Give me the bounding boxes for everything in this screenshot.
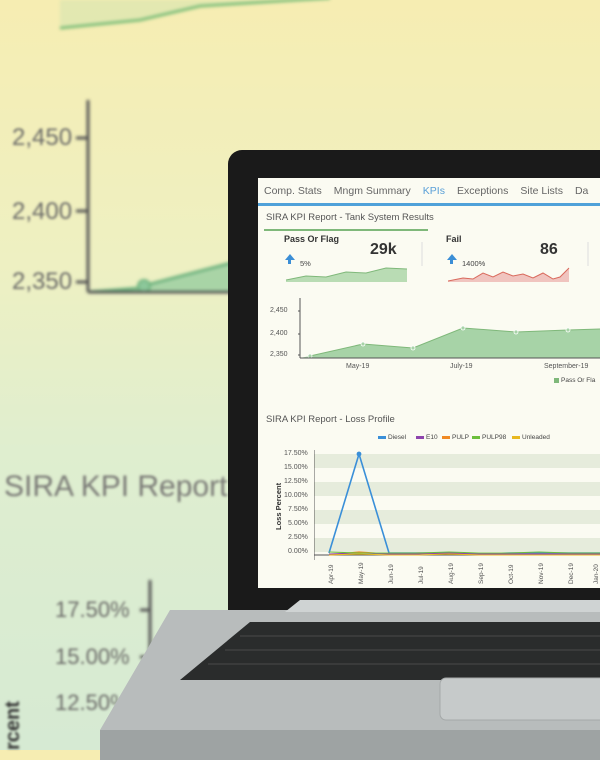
tank-y-tick: 2,400 (270, 330, 288, 337)
legend-swatch (512, 436, 520, 439)
loss-y-tick: 5.00% (288, 520, 308, 527)
loss-y-axis-label: Loss Percent (274, 482, 283, 530)
tank-y-tick: 2,450 (270, 307, 288, 314)
tab-site-lists[interactable]: Site Lists (520, 185, 563, 197)
kpi-card-change: 5% (300, 259, 311, 268)
loss-x-tick: Jun-19 (388, 564, 395, 584)
loss-y-tick: 17.50% (284, 450, 308, 457)
legend-label: PULP (452, 434, 469, 441)
loss-section-title: SIRA KPI Report - Loss Profile (266, 414, 395, 425)
legend-label: E10 (426, 434, 438, 441)
tank-area-chart (298, 298, 600, 359)
tank-section-title: SIRA KPI Report - Tank System Results (266, 212, 434, 223)
tank-x-tick: September-19 (544, 363, 589, 370)
loss-x-tick: Aug-19 (448, 563, 455, 584)
background-y-tick: 2,350 (12, 268, 73, 295)
loss-x-tick: Dec-19 (568, 563, 575, 584)
legend-swatch (554, 378, 559, 383)
tab-mngm-summary[interactable]: Mngm Summary (333, 185, 411, 197)
kpi-cards-frame (264, 229, 589, 266)
background-y-tick: 2,400 (12, 198, 73, 225)
legend-label: PULP98 (482, 434, 507, 441)
tab-bar: Comp. Stats Mngm Summary KPIs Exceptions… (258, 178, 600, 204)
tank-x-tick: May-19 (346, 363, 370, 370)
loss-x-tick: Oct-19 (508, 564, 515, 584)
loss-legend-item: PULP (442, 434, 469, 441)
tab-kpis[interactable]: KPIs (422, 185, 445, 197)
loss-line-chart (314, 450, 600, 560)
pass-sparkline (286, 267, 408, 282)
up-arrow-icon-stem (288, 260, 291, 264)
kpi-card-title: Pass Or Flag (284, 234, 340, 244)
background-y-tick: 17.50% (55, 597, 130, 622)
background-y-tick: 2,450 (12, 124, 73, 151)
loss-x-tick: Jul-19 (418, 566, 425, 584)
background-y-tick: 15.00% (55, 644, 130, 669)
loss-y-tick: 15.00% (284, 464, 308, 471)
loss-x-tick: Nov-19 (538, 563, 545, 584)
up-arrow-icon (447, 254, 457, 260)
tab-da[interactable]: Da (574, 185, 589, 197)
legend-label: Unleaded (522, 434, 550, 441)
loss-legend-item: PULP98 (472, 434, 506, 441)
up-arrow-icon-stem (450, 260, 453, 264)
kpi-card-change: 1400% (462, 259, 486, 268)
legend-swatch (416, 436, 424, 439)
fail-sparkline (448, 267, 570, 282)
loss-legend-item: E10 (416, 434, 438, 441)
legend-swatch (472, 436, 480, 439)
loss-y-tick: 7.50% (288, 506, 308, 513)
tank-y-tick: 2,350 (270, 351, 288, 358)
loss-x-tick: Sep-19 (478, 563, 485, 584)
loss-y-tick: 12.50% (284, 478, 308, 485)
tank-x-tick: July-19 (450, 363, 473, 370)
loss-y-tick: 0.00% (288, 548, 308, 555)
kpi-card-value: 86 (540, 241, 558, 258)
tank-legend-item: Pass Or Fla (554, 377, 595, 384)
loss-x-tick: Apr-19 (328, 564, 335, 584)
up-arrow-icon (285, 254, 295, 260)
tab-comp-stats[interactable]: Comp. Stats (264, 185, 322, 197)
kpi-card-title: Fail (446, 234, 462, 244)
active-tab-underline (258, 203, 600, 206)
laptop-keyboard-base (100, 600, 600, 760)
legend-swatch (378, 436, 386, 439)
kpi-card-value: 29k (370, 241, 397, 258)
loss-y-tick: 2.50% (288, 534, 308, 541)
legend-label: Pass Or Fla (561, 377, 596, 384)
loss-legend-item: Diesel (378, 434, 406, 441)
background-title: SIRA KPI Report (4, 470, 228, 503)
loss-y-tick: 10.00% (284, 492, 308, 499)
tab-exceptions[interactable]: Exceptions (456, 185, 509, 197)
background-axis-label: rcent (2, 701, 24, 750)
legend-swatch (442, 436, 450, 439)
laptop-screen: Comp. Stats Mngm Summary KPIs Exceptions… (258, 178, 600, 588)
legend-label: Diesel (388, 434, 407, 441)
loss-x-tick: May-19 (358, 562, 365, 584)
loss-x-tick: Jan-20 (593, 564, 600, 584)
loss-legend-item: Unleaded (512, 434, 550, 441)
